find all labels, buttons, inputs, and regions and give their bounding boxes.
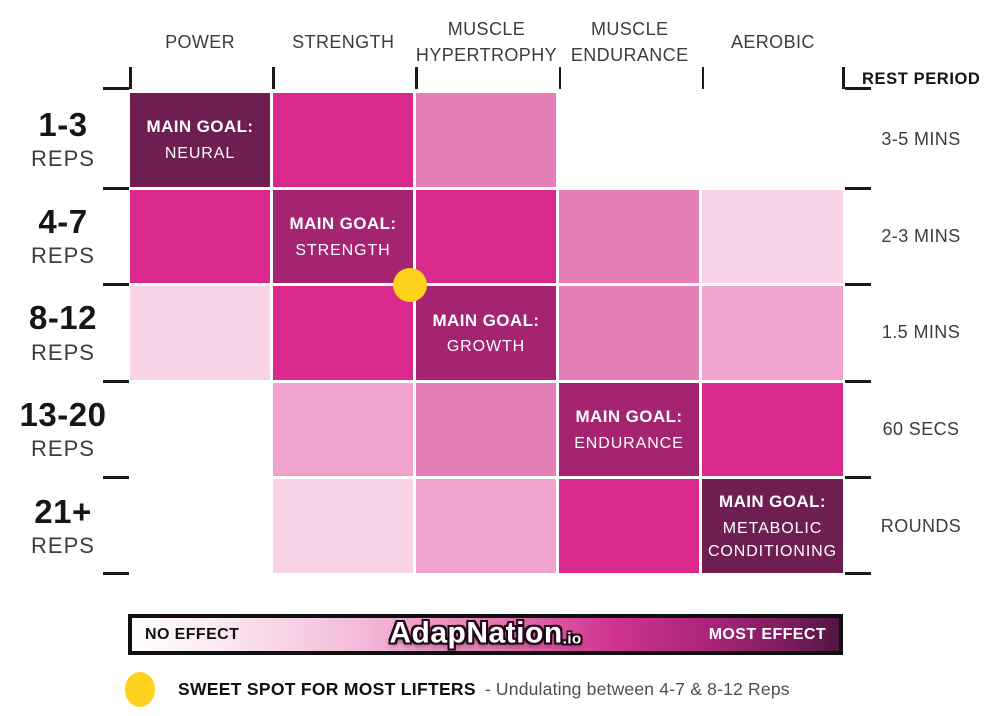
effect-cell — [415, 479, 556, 573]
row-tick-left — [103, 571, 129, 575]
rep-range-number: 4-7 — [38, 202, 88, 240]
rep-range-number: 8-12 — [28, 299, 98, 337]
main-goal-cell: MAIN GOAL: GROWTH — [415, 286, 556, 380]
effect-cell — [558, 286, 699, 380]
sweet-spot-legend: SWEET SPOT FOR MOST LIFTERS - Undulating… — [125, 672, 790, 707]
effect-scale-bar: NO EFFECT AdapNation.io MOST EFFECT — [128, 614, 843, 655]
row-tick-right — [845, 186, 871, 190]
main-goal-cell: MAIN GOAL: ENDURANCE — [558, 382, 699, 477]
sweet-spot-dot — [393, 268, 427, 302]
rest-period-value: 60 SECS — [882, 419, 960, 440]
grid-corner-left — [103, 87, 129, 90]
rest-period-value: 2-3 MINS — [881, 225, 961, 246]
adapnation-logo: AdapNation.io — [389, 616, 581, 650]
rest-period-value: ROUNDS — [880, 515, 962, 536]
row-tick-right — [845, 283, 871, 287]
main-goal-cell: MAIN GOAL: METABOLIC CONDITIONING — [701, 479, 843, 573]
effect-cell — [272, 382, 413, 477]
column-tick — [272, 67, 275, 89]
row-tick-left — [103, 476, 129, 480]
main-goal-cell: MAIN GOAL: NEURAL — [130, 93, 270, 187]
effect-grid: MAIN GOAL: NEURAL MAIN GOAL: STRENGTH MAIN G… — [130, 93, 843, 573]
rep-range-unit: REPS — [31, 243, 95, 269]
effect-cell — [272, 286, 413, 380]
rest-period-header: REST PERIOD — [862, 70, 981, 88]
main-goal-name: STRENGTH — [295, 241, 391, 259]
rest-period-value: 1.5 MINS — [881, 322, 961, 343]
effect-cell — [130, 189, 270, 284]
no-effect-label: NO EFFECT — [145, 625, 240, 643]
row-tick-right — [845, 571, 871, 575]
legend-label: SWEET SPOT FOR MOST LIFTERS — [178, 679, 476, 699]
row-tick-right — [845, 379, 871, 383]
rep-range-label: 8-12 REPS — [0, 286, 126, 380]
main-goal-prefix: MAIN GOAL: — [432, 310, 540, 330]
rep-range-unit: REPS — [31, 146, 95, 172]
effect-cell — [701, 189, 843, 284]
effect-cell — [558, 189, 699, 284]
column-header-1: POWER — [165, 31, 236, 52]
main-goal-name: METABOLIC CONDITIONING — [707, 519, 837, 560]
column-header-5: AEROBIC — [730, 31, 815, 52]
effect-cell — [701, 286, 843, 380]
column-tick — [701, 67, 705, 89]
main-goal-prefix: MAIN GOAL: — [575, 407, 683, 427]
legend-description: - Undulating between 4-7 & 8-12 Reps — [484, 679, 790, 699]
column-header-2: STRENGTH — [292, 31, 395, 52]
column-tick — [842, 67, 845, 89]
effect-cell — [702, 93, 843, 187]
effect-cell — [130, 479, 270, 573]
rep-range-label: 13-20 REPS — [0, 383, 126, 477]
sweet-spot-legend-dot — [125, 672, 155, 707]
rep-range-unit: REPS — [31, 339, 95, 365]
effect-cell — [415, 189, 556, 284]
main-goal-prefix: MAIN GOAL: — [719, 492, 826, 512]
rep-range-label: 1-3 REPS — [0, 93, 126, 187]
rep-range-label: 21+ REPS — [0, 479, 126, 573]
column-header-4: MUSCLE ENDURANCE — [570, 18, 689, 65]
column-tick — [558, 67, 562, 89]
rep-range-label: 4-7 REPS — [0, 190, 126, 284]
rep-range-number: 1-3 — [38, 106, 88, 144]
row-tick-right — [845, 476, 871, 480]
rep-range-number: 13-20 — [19, 395, 107, 433]
rest-period-value: 3-5 MINS — [881, 129, 961, 150]
effect-cell — [130, 383, 270, 477]
column-tick — [129, 67, 132, 89]
effect-cell — [272, 479, 413, 573]
row-tick-left — [103, 379, 129, 383]
most-effect-label: MOST EFFECT — [708, 625, 826, 643]
grid-corner-right — [845, 87, 871, 90]
main-goal-cell: MAIN GOAL: STRENGTH — [272, 189, 413, 284]
column-tick — [415, 67, 418, 89]
effect-cell — [701, 382, 843, 477]
main-goal-prefix: MAIN GOAL: — [146, 117, 254, 137]
effect-cell — [130, 286, 270, 380]
rep-range-number: 21+ — [34, 492, 92, 530]
main-goal-name: NEURAL — [164, 144, 236, 162]
brand-name: AdapNation — [389, 616, 563, 650]
effect-cell — [559, 93, 699, 187]
main-goal-name: ENDURANCE — [574, 434, 684, 452]
effect-cell — [558, 479, 699, 573]
brand-suffix: .io — [562, 630, 582, 648]
effect-cell — [415, 93, 556, 187]
row-tick-left — [103, 283, 129, 287]
rep-range-unit: REPS — [31, 532, 95, 558]
column-header-3: MUSCLE HYPERTROPHY — [415, 18, 558, 65]
row-tick-left — [103, 186, 129, 190]
effect-cell — [415, 382, 556, 477]
main-goal-name: GROWTH — [446, 338, 526, 356]
rep-range-unit: REPS — [31, 436, 95, 462]
main-goal-prefix: MAIN GOAL: — [289, 214, 397, 234]
effect-cell — [272, 93, 413, 187]
